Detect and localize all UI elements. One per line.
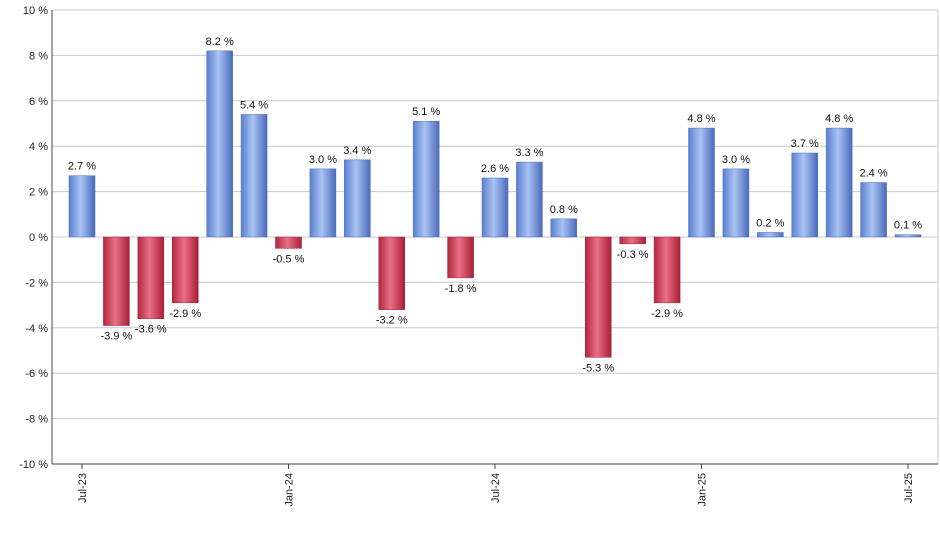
data-label: -0.5 % xyxy=(273,253,305,265)
data-label: -3.9 % xyxy=(101,331,133,343)
bar-Apr-24 xyxy=(378,236,405,310)
y-axis: -10 % -8 % -6 % -4 % -2 % 0 % 2 % 4 % 6 % 8 % 10 % xyxy=(19,5,53,471)
x-tick-label: Jul-25 xyxy=(903,473,915,503)
y-tick-label: 6 % xyxy=(29,96,48,108)
data-label: 3.0 % xyxy=(309,154,337,166)
bar-Feb-25 xyxy=(722,168,750,238)
data-label: 3.4 % xyxy=(343,145,371,157)
data-label: 0.2 % xyxy=(756,217,784,229)
x-tick-label: Jan-25 xyxy=(697,473,709,507)
bar-Dec-24 xyxy=(653,236,681,304)
bar-Sep-24 xyxy=(550,218,578,238)
bar-Jun-24 xyxy=(447,236,474,279)
y-tick-label: -2 % xyxy=(25,277,48,289)
bar-Sep-23 xyxy=(137,236,165,319)
data-label: -2.9 % xyxy=(651,308,683,320)
bar-Apr-25 xyxy=(791,152,818,238)
y-tick-label: 4 % xyxy=(29,141,48,153)
data-label: 0.8 % xyxy=(550,204,578,216)
data-label: -0.3 % xyxy=(617,249,649,261)
data-label: -3.2 % xyxy=(376,315,408,327)
data-labels: 2.7 %-3.9 %-3.6 %-2.9 %8.2 %5.4 %-0.5 %3… xyxy=(68,36,922,374)
data-label: 5.4 % xyxy=(240,99,268,111)
data-label: 5.1 % xyxy=(412,106,440,118)
bar-Mar-24 xyxy=(344,159,371,238)
data-label: 3.7 % xyxy=(791,138,819,150)
data-label: -5.3 % xyxy=(582,362,614,374)
bar-Oct-23 xyxy=(172,236,199,304)
bars xyxy=(68,50,922,358)
data-label: 3.3 % xyxy=(515,147,543,159)
x-tick-label: Jul-23 xyxy=(77,473,89,503)
bar-Jun-25 xyxy=(860,182,887,238)
y-tick-label: -4 % xyxy=(25,323,48,335)
bar-Nov-23 xyxy=(206,50,233,238)
bar-Jul-25 xyxy=(894,234,922,238)
data-label: 2.7 % xyxy=(68,161,96,173)
bar-Nov-24 xyxy=(619,236,646,245)
data-label: -3.6 % xyxy=(135,324,167,336)
bar-Dec-23 xyxy=(240,114,268,238)
bar-May-24 xyxy=(412,120,440,238)
data-label: -1.8 % xyxy=(445,283,477,295)
y-tick-label: -10 % xyxy=(19,459,48,471)
data-label: 0.1 % xyxy=(894,220,922,232)
y-tick-label: 8 % xyxy=(29,50,48,62)
bar-Aug-24 xyxy=(516,161,543,238)
bar-Aug-23 xyxy=(103,236,130,326)
bar-May-25 xyxy=(825,127,853,238)
x-axis: Jul-23 Jan-24 Jul-24 Jan-25 Jul-25 xyxy=(52,463,938,507)
y-tick-label: 10 % xyxy=(23,5,48,17)
bar-Jul-24 xyxy=(481,177,509,238)
x-tick-label: Jan-24 xyxy=(284,473,296,507)
data-label: 4.8 % xyxy=(687,113,715,125)
data-label: 8.2 % xyxy=(206,36,234,48)
y-tick-label: -6 % xyxy=(25,368,48,380)
bar-Jan-24 xyxy=(275,236,302,249)
data-label: 4.8 % xyxy=(825,113,853,125)
data-label: -2.9 % xyxy=(169,308,201,320)
y-tick-label: 0 % xyxy=(29,232,48,244)
bar-Jul-23 xyxy=(68,175,96,238)
data-label: 2.6 % xyxy=(481,163,509,175)
bar-Jan-25 xyxy=(688,127,715,238)
bar-Feb-24 xyxy=(309,168,337,238)
y-tick-label: 2 % xyxy=(29,187,48,199)
y-tick-label: -8 % xyxy=(25,414,48,426)
data-label: 2.4 % xyxy=(860,168,888,180)
bar-Mar-25 xyxy=(757,232,784,238)
data-label: 3.0 % xyxy=(722,154,750,166)
bar-Oct-24 xyxy=(585,236,612,358)
x-tick-label: Jul-24 xyxy=(490,473,502,503)
